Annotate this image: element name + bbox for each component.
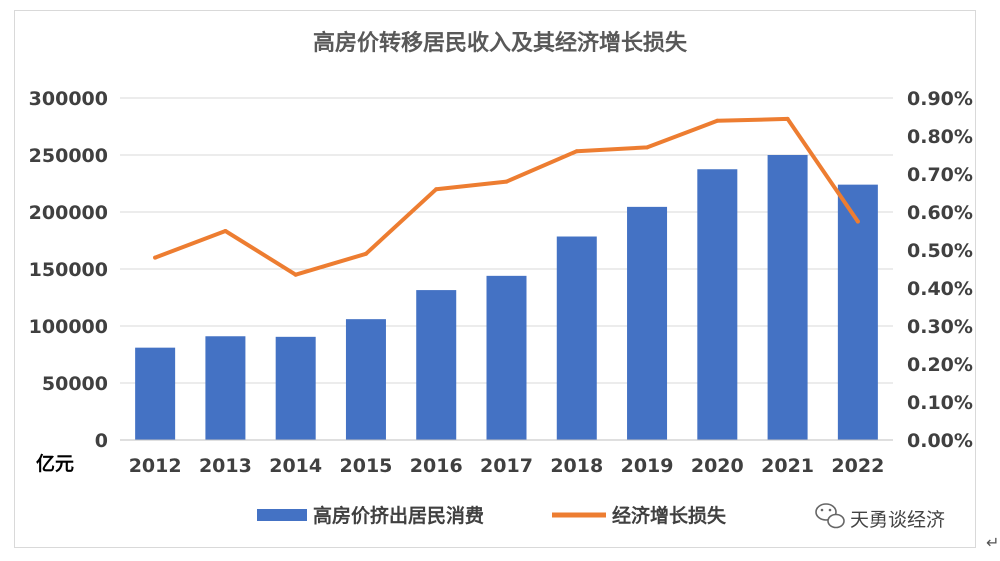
legend-label-line: 经济增长损失: [612, 504, 727, 527]
bar: [205, 336, 246, 440]
bar: [486, 275, 527, 440]
watermark-text: 天勇谈经济: [850, 509, 945, 531]
grid-lines: [120, 97, 893, 384]
bar: [697, 169, 738, 440]
x-axis-tick-label: 2022: [831, 455, 884, 477]
bar: [275, 336, 316, 440]
x-axis-tick-label: 2018: [550, 455, 603, 477]
right-axis-tick-label: 0.80%: [907, 126, 973, 148]
x-axis-tick-label: 2013: [199, 455, 252, 477]
bar: [345, 319, 386, 440]
x-axis-tick-label: 2020: [691, 455, 744, 477]
line-point: [855, 219, 860, 224]
left-axis-tick-label: 100000: [29, 316, 108, 338]
line-point: [785, 116, 790, 121]
left-axis-tick-label: 250000: [29, 145, 108, 167]
left-axis-tick-label: 0: [95, 430, 108, 452]
bar: [416, 290, 457, 440]
legend: 高房价挤出居民消费 经济增长损失: [257, 504, 727, 527]
bar-series: [135, 155, 878, 440]
x-axis-tick-label: 2019: [621, 455, 674, 477]
bar: [767, 155, 808, 440]
right-axis-tick-label: 0.20%: [907, 354, 973, 376]
line-point: [434, 187, 439, 192]
x-axis-tick-label: 2012: [129, 455, 182, 477]
left-axis-tick-label: 50000: [42, 373, 108, 395]
bar: [556, 236, 597, 440]
right-axis-tick-label: 0.50%: [907, 240, 973, 262]
line-point: [223, 229, 228, 233]
x-axis-tick-label: 2016: [410, 455, 463, 477]
line-point: [363, 251, 368, 256]
legend-label-bars: 高房价挤出居民消费: [313, 504, 484, 527]
bar: [627, 206, 668, 440]
line-point: [645, 145, 650, 150]
bar: [135, 347, 176, 440]
line-point: [293, 272, 298, 277]
legend-swatch-bars: [257, 509, 307, 521]
left-axis-unit-label: 亿元: [36, 452, 74, 475]
axes: 0 50000 100000 150000 200000 250000 300000 0.00…: [29, 88, 973, 477]
x-axis-tick-label: 2017: [480, 455, 533, 477]
right-axis-tick-label: 0.60%: [907, 202, 973, 224]
right-axis-tick-label: 0.70%: [907, 164, 973, 186]
chart-title: 高房价转移居民收入及其经济增长损失: [313, 30, 688, 56]
left-axis-tick-label: 150000: [29, 259, 108, 281]
line-series: [153, 116, 860, 277]
right-axis-tick-label: 0.10%: [907, 392, 973, 414]
right-axis-tick-label: 0.00%: [907, 430, 973, 452]
left-axis-tick-label: 300000: [29, 88, 108, 110]
line-point: [153, 255, 158, 260]
line-series-path: [153, 116, 860, 277]
return-arrow-icon: ↵: [986, 533, 999, 552]
right-axis-tick-label: 0.30%: [907, 316, 973, 338]
wechat-icon: [815, 503, 845, 529]
right-axis-tick-label: 0.40%: [907, 278, 973, 300]
line-point: [715, 118, 720, 123]
right-axis-tick-label: 0.90%: [907, 88, 973, 110]
x-axis-tick-label: 2014: [269, 455, 322, 477]
line-point: [574, 149, 579, 154]
x-axis-tick-label: 2021: [761, 455, 814, 477]
x-axis-tick-label: 2015: [340, 455, 393, 477]
left-axis-tick-label: 200000: [29, 202, 108, 224]
watermark: 天勇谈经济: [815, 503, 945, 531]
bar: [837, 184, 878, 440]
line-point: [504, 179, 509, 184]
